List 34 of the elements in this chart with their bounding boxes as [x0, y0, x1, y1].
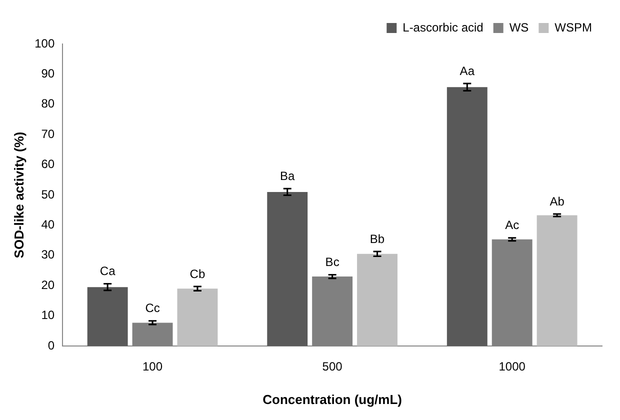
bar — [536, 215, 578, 346]
y-tick-label: 20 — [41, 278, 55, 292]
x-tick-label: 1000 — [498, 360, 526, 374]
bar — [446, 87, 488, 346]
y-tick-label: 40 — [41, 218, 55, 232]
bar — [177, 288, 218, 346]
y-tick-label: 10 — [41, 308, 55, 322]
y-axis-title: SOD-like activity (%) — [11, 132, 26, 258]
y-tick-label: 60 — [41, 157, 55, 172]
x-tick-label: 100 — [142, 360, 163, 374]
data-label: Bc — [325, 255, 340, 270]
bar — [87, 287, 128, 346]
y-tick-label: 30 — [41, 248, 55, 262]
data-label: Bb — [370, 232, 385, 246]
data-label: Aa — [460, 64, 475, 78]
y-tick-label: 70 — [41, 126, 55, 141]
data-label: Ac — [505, 218, 520, 232]
y-tick-label: 100 — [34, 36, 55, 50]
data-label: Ab — [550, 194, 565, 208]
y-tick-label: 90 — [41, 66, 55, 81]
y-tick-label: 50 — [41, 187, 55, 202]
data-label: Ba — [280, 168, 296, 183]
y-tick-label: 80 — [41, 96, 55, 111]
legend-label: WSPM — [554, 20, 592, 34]
data-label: Cc — [145, 301, 160, 316]
legend-label: WS — [509, 20, 529, 34]
legend-label: L-ascorbic acid — [402, 20, 484, 34]
data-label: Ca — [100, 264, 116, 278]
x-tick-label: 500 — [322, 360, 343, 374]
data-label: Cb — [190, 266, 206, 281]
x-axis-title: Concentration (ug/mL) — [262, 392, 402, 407]
bar — [267, 192, 308, 346]
bar — [357, 254, 398, 346]
y-tick-label: 0 — [48, 338, 55, 352]
